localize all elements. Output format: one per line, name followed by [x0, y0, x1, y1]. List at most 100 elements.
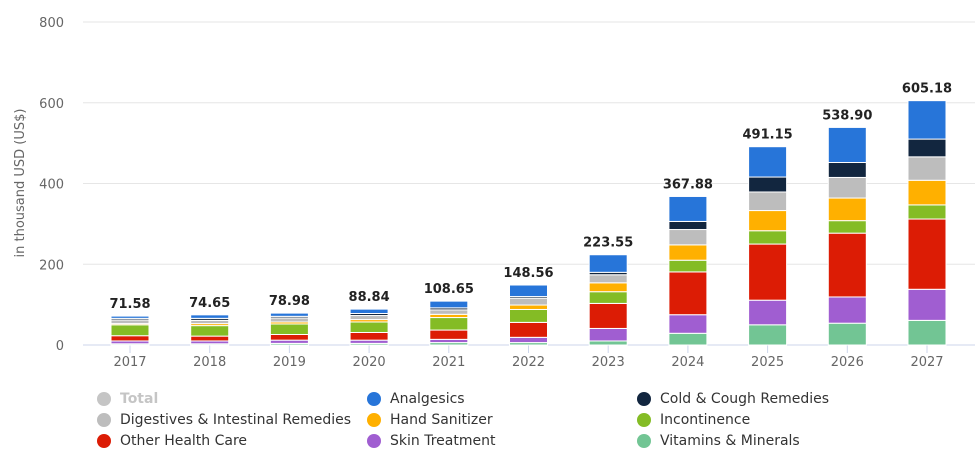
bar-segment-analgesics-2021[interactable]: [429, 300, 469, 309]
bar-segment-hand-sanitizer-2027[interactable]: [907, 179, 947, 206]
total-data-label: 367.88: [663, 177, 713, 192]
bar-segment-skin-treatment-2023[interactable]: [588, 327, 628, 342]
bar-segment-incontinence-2025[interactable]: [748, 230, 788, 245]
legend-item-hand-sanitizer[interactable]: Hand Sanitizer: [367, 412, 493, 428]
bar-segment-incontinence-2021[interactable]: [429, 317, 469, 331]
bar-segment-hand-sanitizer-2024[interactable]: [668, 244, 708, 261]
bar-segment-analgesics-2027[interactable]: [907, 100, 947, 140]
bar-segment-vitamins-minerals-2024[interactable]: [668, 332, 708, 346]
bar-segment-analgesics-2019[interactable]: [269, 312, 309, 317]
x-tick-label: 2018: [193, 355, 226, 370]
legend-marker-icon: [367, 392, 381, 406]
bar-segment-analgesics-2026[interactable]: [827, 126, 867, 164]
bar-segment-other-health-care-2025[interactable]: [748, 243, 788, 301]
bar-segment-analgesics-2025[interactable]: [748, 146, 788, 178]
bar-segment-other-health-care-2023[interactable]: [588, 302, 628, 329]
bar-segment-digestives-intestinal-remedies-2020[interactable]: [349, 315, 389, 321]
legend-marker-icon: [637, 392, 651, 406]
bar-segment-vitamins-minerals-2025[interactable]: [748, 324, 788, 346]
legend-marker-icon: [637, 413, 651, 427]
legend-marker-icon: [367, 413, 381, 427]
bar-segment-cold-cough-remedies-2026[interactable]: [827, 162, 867, 178]
bar-segment-vitamins-minerals-2023[interactable]: [588, 340, 628, 346]
bar-segment-digestives-intestinal-remedies-2026[interactable]: [827, 176, 867, 199]
bar-segment-digestives-intestinal-remedies-2022[interactable]: [509, 297, 548, 306]
bar-segment-digestives-intestinal-remedies-2027[interactable]: [907, 156, 947, 181]
bar-segment-incontinence-2018[interactable]: [190, 325, 230, 337]
bar-segment-incontinence-2019[interactable]: [269, 323, 309, 336]
bar-segment-skin-treatment-2024[interactable]: [668, 314, 708, 334]
legend-label: Digestives & Intestinal Remedies: [120, 412, 352, 428]
legend-marker-icon: [97, 434, 111, 448]
bar-segment-vitamins-minerals-2026[interactable]: [827, 322, 867, 346]
y-tick-label: 600: [39, 97, 64, 112]
legend-label: Skin Treatment: [390, 433, 496, 449]
total-data-label: 108.65: [424, 282, 474, 297]
bar-segment-analgesics-2024[interactable]: [668, 195, 708, 222]
bar-segment-cold-cough-remedies-2025[interactable]: [748, 176, 788, 193]
bar-segment-other-health-care-2019[interactable]: [269, 334, 309, 341]
bar-segment-analgesics-2020[interactable]: [349, 308, 389, 315]
bar-segment-digestives-intestinal-remedies-2019[interactable]: [269, 317, 309, 323]
legend-item-digestives-intestinal-remedies[interactable]: Digestives & Intestinal Remedies: [97, 412, 351, 428]
bar-segment-skin-treatment-2022[interactable]: [509, 336, 548, 344]
legend-item-vitamins-minerals[interactable]: Vitamins & Minerals: [637, 433, 800, 449]
bar-segment-digestives-intestinal-remedies-2021[interactable]: [429, 309, 469, 315]
bar-segment-incontinence-2017[interactable]: [110, 324, 150, 337]
bar-segment-other-health-care-2027[interactable]: [907, 218, 947, 290]
bar-segment-skin-treatment-2027[interactable]: [907, 288, 947, 321]
legend-label: Hand Sanitizer: [390, 412, 493, 428]
bar-segment-other-health-care-2022[interactable]: [509, 321, 548, 338]
legend-item-other-health-care[interactable]: Other Health Care: [97, 433, 247, 449]
bar-segment-hand-sanitizer-2026[interactable]: [827, 197, 867, 222]
y-axis-label: in thousand USD (US$): [13, 109, 28, 258]
x-tick-label: 2025: [751, 355, 784, 370]
bar-segment-other-health-care-2021[interactable]: [429, 329, 469, 340]
legend-item-incontinence[interactable]: Incontinence: [637, 412, 750, 428]
x-tick-label: 2017: [113, 355, 146, 370]
bar-segment-hand-sanitizer-2022[interactable]: [509, 304, 548, 310]
bar-segment-incontinence-2027[interactable]: [907, 204, 947, 220]
legend-label: Total: [120, 391, 159, 407]
legend-item-skin-treatment[interactable]: Skin Treatment: [367, 433, 495, 449]
bar-segment-analgesics-2022[interactable]: [509, 284, 548, 298]
bar-segment-other-health-care-2024[interactable]: [668, 271, 708, 316]
bar-segment-analgesics-2023[interactable]: [588, 254, 628, 273]
bar-segment-digestives-intestinal-remedies-2025[interactable]: [748, 191, 788, 212]
bar-segment-other-health-care-2026[interactable]: [827, 232, 867, 298]
x-tick-label: 2024: [671, 355, 704, 370]
legend-item-analgesics[interactable]: Analgesics: [367, 391, 465, 407]
x-tick-label: 2022: [512, 355, 545, 370]
total-data-label: 605.18: [902, 82, 952, 97]
bar-segment-analgesics-2017[interactable]: [110, 315, 150, 319]
bar-segment-other-health-care-2020[interactable]: [349, 331, 389, 341]
legend-label: Cold & Cough Remedies: [660, 391, 830, 407]
bar-segment-other-health-care-2018[interactable]: [190, 335, 230, 342]
legend-label: Other Health Care: [120, 433, 248, 449]
bar-segment-skin-treatment-2026[interactable]: [827, 296, 867, 324]
total-data-label: 491.15: [743, 128, 793, 143]
bar-segment-hand-sanitizer-2025[interactable]: [748, 210, 788, 232]
bar-segment-hand-sanitizer-2023[interactable]: [588, 282, 628, 293]
x-tick-label: 2027: [910, 355, 943, 370]
bar-segment-skin-treatment-2025[interactable]: [748, 299, 788, 326]
bar-segment-analgesics-2018[interactable]: [190, 314, 230, 319]
bar-segment-incontinence-2023[interactable]: [588, 291, 628, 304]
bar-segment-incontinence-2020[interactable]: [349, 321, 389, 333]
bar-segment-digestives-intestinal-remedies-2017[interactable]: [110, 319, 150, 325]
bar-segment-other-health-care-2017[interactable]: [110, 335, 150, 342]
bar-segment-digestives-intestinal-remedies-2024[interactable]: [668, 229, 708, 246]
bar-segment-vitamins-minerals-2027[interactable]: [907, 319, 947, 346]
bar-segment-incontinence-2022[interactable]: [509, 308, 548, 323]
bar-segment-incontinence-2024[interactable]: [668, 259, 708, 273]
x-tick-label: 2019: [273, 355, 306, 370]
x-tick-label: 2026: [831, 355, 864, 370]
legend-item-total[interactable]: Total: [97, 391, 158, 407]
x-tick-label: 2021: [432, 355, 465, 370]
bar-segment-digestives-intestinal-remedies-2023[interactable]: [588, 274, 628, 284]
legend-item-cold-cough-remedies[interactable]: Cold & Cough Remedies: [637, 391, 829, 407]
bar-segment-incontinence-2026[interactable]: [827, 220, 867, 234]
legend-marker-icon: [637, 434, 651, 448]
bar-segment-cold-cough-remedies-2027[interactable]: [907, 138, 947, 158]
bar-segment-cold-cough-remedies-2024[interactable]: [668, 220, 708, 231]
